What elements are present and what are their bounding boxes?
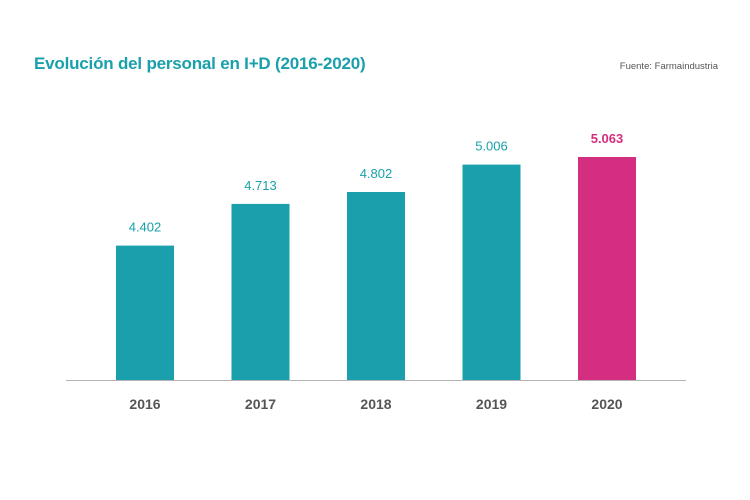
x-tick-label-2019: 2019 <box>476 396 507 412</box>
bar-2020 <box>578 157 636 380</box>
data-label-2016: 4.402 <box>129 220 162 235</box>
bar-2016 <box>116 245 174 380</box>
chart-title: Evolución del personal en I+D (2016-2020… <box>34 54 366 73</box>
x-tick-label-2017: 2017 <box>245 396 276 412</box>
data-label-2018: 4.802 <box>360 166 393 181</box>
x-tick-label-2018: 2018 <box>360 396 391 412</box>
labels-layer: 4.402 2016 4.713 2017 4.802 2018 5.006 2019 5.06… <box>129 131 624 412</box>
data-label-2017: 4.713 <box>244 178 277 193</box>
data-label-2019: 5.006 <box>475 139 508 154</box>
data-label-2020: 5.063 <box>591 131 624 146</box>
bars-layer <box>116 157 636 380</box>
x-tick-label-2016: 2016 <box>129 396 160 412</box>
source-note: Fuente: Farmaindustria <box>619 61 718 72</box>
bar-2018 <box>347 192 405 380</box>
bar-2019 <box>462 164 521 380</box>
x-tick-label-2020: 2020 <box>591 396 622 412</box>
bar-2017 <box>231 203 290 380</box>
